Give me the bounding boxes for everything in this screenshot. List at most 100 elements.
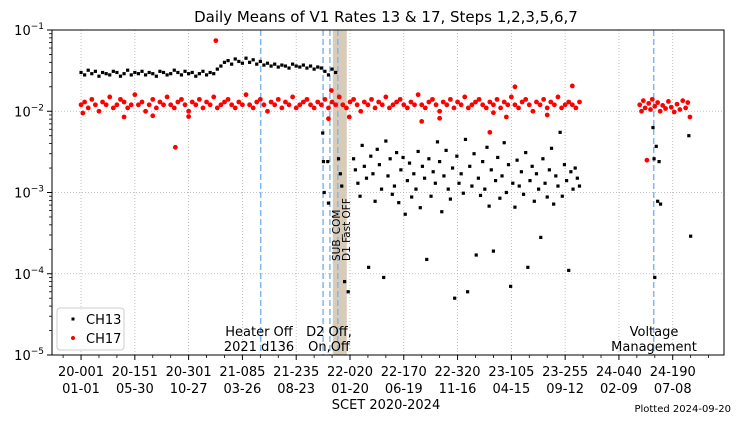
ch17-point [153,105,159,111]
ch13-point [336,157,341,161]
ch17-point [329,99,335,105]
ch13-point [656,199,660,203]
ch17-point [136,102,141,108]
ch13-point [367,265,371,269]
ch13-point [321,131,325,135]
ch17-point [107,94,113,100]
ch17-point [328,88,334,93]
ch17-point [232,105,238,111]
ch17-point [121,114,127,120]
x-tick-label: 08-23 [277,382,315,397]
ch17-point [465,105,471,111]
ch13-point [657,160,661,164]
ch17-point [250,105,256,111]
ch13-point [360,143,364,147]
ch13-point [416,149,420,154]
x-tick-label: 01-01 [62,382,100,397]
ch13-point [338,172,342,176]
ch13-point [431,170,435,174]
ch13-point [340,184,344,188]
ch17-point [103,102,109,108]
ch13-point [558,130,562,134]
ch13-point [298,65,302,69]
ch17-point [534,99,539,105]
ch13-point [122,72,126,76]
ch17-point [526,102,532,108]
annotation-heater-2: 2021 d136 [224,340,294,355]
ch17-point [89,96,95,102]
ch17-point [469,102,475,108]
ch13-point [190,70,194,75]
ch13-point [301,63,305,67]
ch13-point [547,168,551,172]
data-points [78,38,693,300]
ch17-point [523,96,529,102]
ch13-point [446,187,450,191]
ch17-point [204,99,209,105]
ch17-point [390,102,396,108]
ch13-point [537,187,541,191]
ch17-point [569,102,575,108]
ch17-point [555,94,561,100]
ch17-point [544,105,550,111]
ch17-point [487,129,493,135]
ch13-point [126,68,130,72]
ch17-point [548,99,554,105]
ch13-point [240,61,245,65]
annotation-sub-com: SUB_COM [331,210,343,261]
ch17-point [674,101,680,107]
ch13-point [496,155,500,160]
x-tick-label: 20-001 [58,365,104,380]
ch13-point [201,69,205,73]
ch17-point [290,94,296,100]
ch13-point [651,125,655,130]
x-tick-label: 09-12 [546,382,584,397]
ch13-point [562,163,567,167]
ch13-point [528,179,532,183]
ch13-point [93,69,97,73]
ch13-point [219,64,223,68]
ch13-point [532,199,536,203]
ch13-point [405,179,409,183]
ch13-point [526,265,530,269]
x-axis-label: SCET 2020-2024 [332,398,440,413]
ch17-point [387,105,392,111]
ch13-point [489,168,493,172]
ch13-point [491,249,496,253]
x-tick-label: 10-27 [170,382,208,397]
ch17-point [640,98,646,104]
x-tick-label: 24-190 [650,365,696,380]
ch17-point [222,99,227,105]
ch17-point [683,105,689,111]
ch17-point [196,96,202,102]
ch17-point [437,115,443,121]
ch13-point [476,176,480,180]
ch17-point [100,99,105,105]
ch13-point [530,164,534,168]
ch17-point [519,99,525,105]
ch13-point [158,69,162,73]
ch13-point [375,147,379,151]
ch13-point [115,70,119,75]
ch13-point [321,160,326,164]
ch17-point [537,102,543,108]
ch17-point [544,112,550,118]
ch17-point [247,102,252,108]
ch13-point [459,172,463,176]
ch13-point [545,195,549,199]
ch17-point [559,105,564,111]
ch13-point [165,73,169,77]
ch13-point [543,181,547,185]
ch17-point [644,157,650,163]
ch13-point [552,202,556,206]
ch13-point [247,60,252,64]
ch13-point [575,176,579,180]
ch13-point [556,184,560,188]
ch17-point [118,96,123,102]
ch17-point [172,144,178,150]
ch13-point [487,204,491,208]
ch13-point [689,234,693,238]
ch17-point [573,105,579,111]
ch13-point [208,70,212,75]
annotation-d2-2: On,Off [308,340,351,355]
